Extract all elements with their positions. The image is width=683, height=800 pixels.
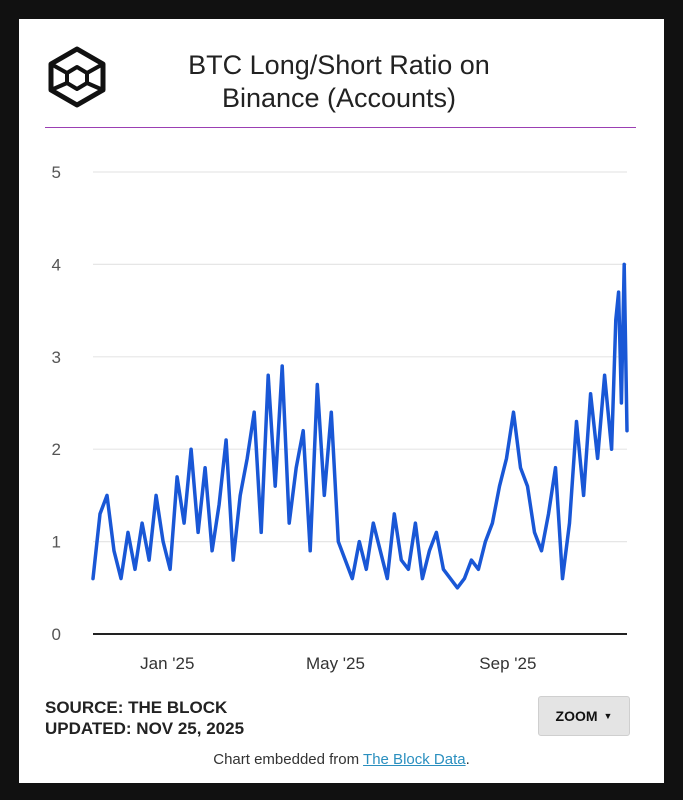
x-tick-label: Jan '25 (140, 654, 194, 673)
line-chart: 0 1 2 3 4 5 Jan '25 May '25 Sep '25 (52, 163, 629, 673)
series-line (91, 262, 629, 590)
embed-suffix: . (465, 751, 470, 768)
the-block-cube-logo-icon (48, 46, 106, 108)
source-label: SOURCE: THE BLOCK (45, 698, 228, 717)
title-divider (45, 127, 636, 128)
zoom-button-label: ZOOM (555, 708, 598, 724)
chart-title: BTC Long/Short Ratio on Binance (Account… (159, 49, 519, 115)
y-tick-label: 5 (52, 163, 61, 182)
x-tick-label: Sep '25 (479, 654, 536, 673)
y-tick-label: 4 (52, 255, 61, 274)
the-block-data-link[interactable]: The Block Data (363, 751, 466, 768)
chart-title-line-1: BTC Long/Short Ratio on (188, 50, 490, 80)
chart-title-line-2: Binance (Accounts) (221, 83, 457, 113)
y-tick-label: 2 (52, 440, 61, 459)
caret-down-icon: ▼ (603, 711, 613, 721)
embed-prefix: Chart embedded from (213, 751, 364, 768)
y-tick-label: 3 (52, 348, 61, 367)
zoom-button[interactable]: ZOOM ▼ (538, 696, 630, 736)
y-tick-label: 0 (52, 625, 61, 644)
embed-note: Chart embedded from The Block Data. (19, 751, 664, 768)
x-tick-label: May '25 (306, 654, 365, 673)
y-tick-label: 1 (52, 533, 61, 552)
chart-card: BTC Long/Short Ratio on Binance (Account… (19, 19, 664, 783)
source-block: SOURCE: THE BLOCK UPDATED: NOV 25, 2025 (45, 697, 244, 739)
updated-label: UPDATED: NOV 25, 2025 (45, 719, 245, 738)
